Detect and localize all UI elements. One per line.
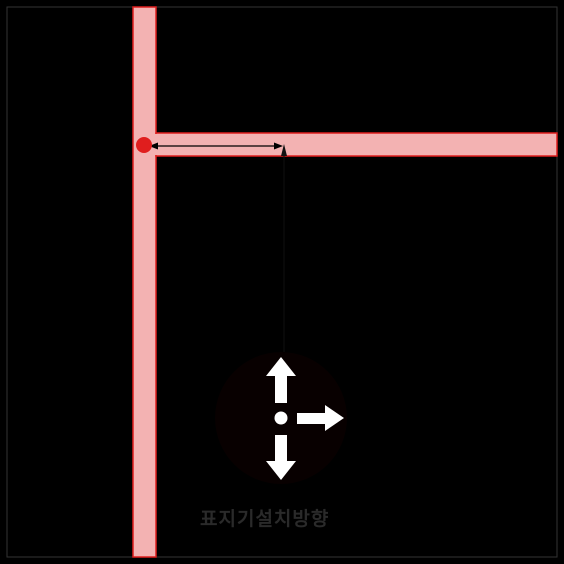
intersection-marker [136, 137, 152, 153]
sign-position-marker-icon [281, 144, 287, 156]
arrow-right-icon [297, 405, 344, 431]
center-dot [274, 411, 288, 425]
arrow-down-icon [266, 435, 296, 480]
horizontal-road [155, 132, 558, 157]
install-direction-caption: 표지기설치방향 [200, 508, 330, 530]
frame-border [6, 6, 558, 558]
dimension-arrow-left-icon [149, 142, 158, 150]
vertical-road [132, 6, 157, 558]
arrow-up-icon [266, 357, 296, 403]
dimension-arrow-right-icon [274, 142, 283, 150]
